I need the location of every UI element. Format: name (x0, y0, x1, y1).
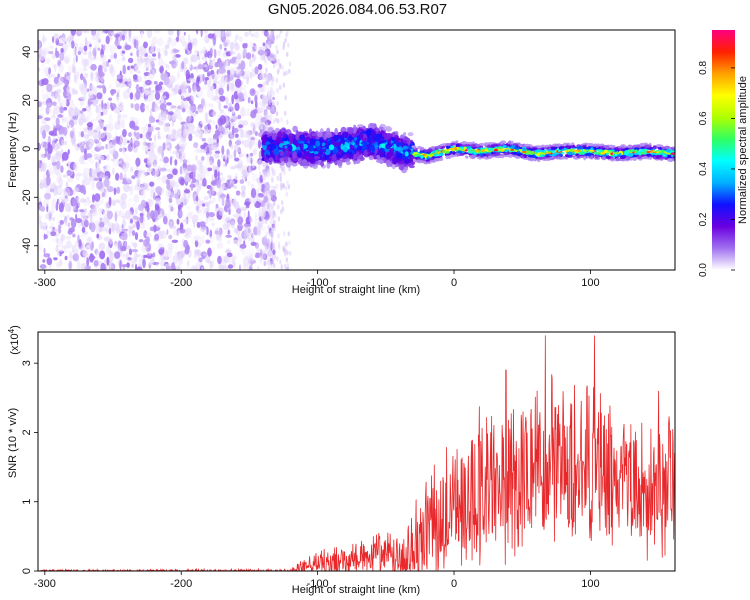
colorbar-tick-label: 0.6 (698, 111, 709, 125)
colorbar-label: Normalized spectral amplitude (737, 76, 749, 224)
x-tick-label: 100 (581, 578, 599, 590)
y-tick-label: 0 (21, 146, 33, 152)
y-tick-label: 1 (21, 499, 33, 505)
x-tick-label: 0 (451, 277, 457, 289)
snr-y-label: SNR (10 * v/v) (7, 408, 19, 478)
snr-frame (37, 331, 676, 572)
x-tick-label: -100 (307, 277, 329, 289)
colorbar-tick-label: 0.4 (698, 162, 709, 176)
spectrogram-x-label: Height of straight line (km) (292, 284, 420, 296)
colorbar-ticks: 0.0 0.2 0.4 0.6 0.8 (698, 61, 735, 277)
spectrogram-x-ticks: -300 -200 -100 0 100 (34, 270, 600, 289)
colorbar-tick-label: 0.2 (698, 212, 709, 226)
x-tick-label: -200 (170, 578, 192, 590)
x-tick-label: -300 (34, 277, 56, 289)
spectrogram-y-label: Frequency (Hz) (7, 112, 19, 188)
y-tick-label: 0 (21, 568, 33, 574)
colorbar: 0.0 0.2 0.4 0.6 0.8 Normalized spectral ampl… (698, 30, 749, 277)
x-tick-label: -200 (170, 277, 192, 289)
spectrogram-heatmap (38, 30, 675, 270)
y-tick-label: -20 (21, 189, 33, 205)
spectrogram-y-ticks: -40 -20 0 20 40 (21, 46, 38, 254)
x-tick-label: -300 (34, 578, 56, 590)
y-tick-label: 3 (21, 360, 33, 366)
snr-x-ticks: -300 -200 -100 0 100 (34, 571, 600, 590)
chart-title: GN05.2026.084.06.53.R07 (267, 1, 448, 18)
y-tick-label: 20 (21, 94, 33, 106)
y-tick-label: 40 (21, 46, 33, 58)
snr-x-label: Height of straight line (km) (292, 584, 420, 596)
snr-panel: -300 -200 -100 0 100 0 1 2 3 Height of straight… (7, 325, 676, 596)
x-tick-label: 0 (451, 578, 457, 590)
snr-background (38, 332, 675, 571)
y-tick-label: 2 (21, 429, 33, 435)
snr-y-multiplier: (x104) (7, 325, 21, 355)
x-tick-label: -100 (307, 578, 329, 590)
y-tick-label: -40 (21, 238, 33, 254)
colorbar-tick-label: 0.0 (698, 263, 709, 277)
colorbar-tick-label: 0.8 (698, 61, 709, 75)
x-tick-label: 100 (581, 277, 599, 289)
spectrogram-frame (37, 29, 676, 271)
colorbar-gradient (712, 30, 735, 270)
snr-y-ticks: 0 1 2 3 (21, 360, 38, 574)
